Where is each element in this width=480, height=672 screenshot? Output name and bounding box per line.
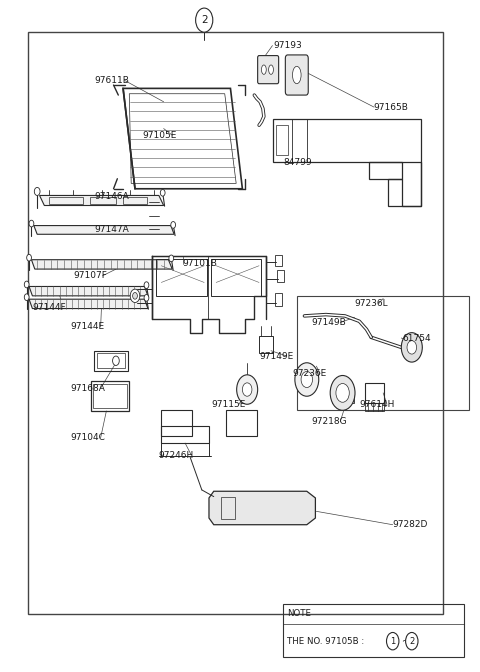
Text: NOTE: NOTE xyxy=(287,609,311,618)
Bar xyxy=(226,410,257,436)
Circle shape xyxy=(407,341,417,354)
Bar xyxy=(123,198,147,204)
Bar xyxy=(283,603,464,657)
Text: 97218G: 97218G xyxy=(312,417,347,426)
Circle shape xyxy=(27,255,32,261)
Circle shape xyxy=(301,372,312,388)
Bar xyxy=(259,336,274,353)
Circle shape xyxy=(171,222,176,228)
Bar xyxy=(297,373,316,386)
Polygon shape xyxy=(39,196,164,206)
Text: 97104C: 97104C xyxy=(71,433,106,442)
Text: 97236E: 97236E xyxy=(292,369,327,378)
Bar xyxy=(90,198,116,204)
Bar xyxy=(49,198,83,204)
Circle shape xyxy=(24,294,29,300)
Text: 97193: 97193 xyxy=(274,41,302,50)
Circle shape xyxy=(336,384,349,403)
Bar xyxy=(97,353,125,368)
Text: 1: 1 xyxy=(390,636,396,646)
Text: 97282D: 97282D xyxy=(393,520,428,530)
Bar xyxy=(161,426,209,443)
Circle shape xyxy=(144,294,149,301)
Circle shape xyxy=(169,255,174,261)
Text: 97168A: 97168A xyxy=(71,384,106,392)
Bar xyxy=(156,259,206,296)
Circle shape xyxy=(130,289,140,302)
Text: 97236L: 97236L xyxy=(355,300,388,308)
Ellipse shape xyxy=(269,65,274,75)
Bar xyxy=(332,393,354,403)
Ellipse shape xyxy=(262,65,266,75)
Text: 97115E: 97115E xyxy=(211,400,246,409)
Bar xyxy=(275,255,282,265)
Ellipse shape xyxy=(292,67,301,84)
Bar xyxy=(95,351,128,371)
Bar xyxy=(211,259,262,296)
FancyBboxPatch shape xyxy=(285,55,308,95)
Circle shape xyxy=(406,632,418,650)
Polygon shape xyxy=(34,226,174,235)
Circle shape xyxy=(160,190,165,196)
Text: 97107F: 97107F xyxy=(73,271,107,280)
Circle shape xyxy=(196,8,213,32)
Bar xyxy=(91,381,129,411)
Circle shape xyxy=(330,376,355,411)
Text: 97611B: 97611B xyxy=(95,76,129,85)
Text: 97614H: 97614H xyxy=(360,400,395,409)
Text: 2: 2 xyxy=(201,15,207,25)
Bar xyxy=(28,32,443,614)
Circle shape xyxy=(24,281,29,288)
Text: 97101B: 97101B xyxy=(183,259,217,268)
Circle shape xyxy=(29,220,34,227)
Circle shape xyxy=(295,363,319,396)
Polygon shape xyxy=(29,299,148,308)
Bar xyxy=(297,296,469,410)
Bar xyxy=(365,383,384,403)
Circle shape xyxy=(113,356,119,366)
Text: 97149B: 97149B xyxy=(312,318,347,327)
Bar xyxy=(365,403,384,411)
Circle shape xyxy=(242,383,252,396)
Polygon shape xyxy=(32,259,172,269)
Circle shape xyxy=(144,282,149,288)
Bar xyxy=(221,497,235,519)
Bar xyxy=(277,270,284,282)
Circle shape xyxy=(132,292,137,299)
Circle shape xyxy=(237,375,258,405)
Polygon shape xyxy=(209,491,315,525)
Circle shape xyxy=(34,187,40,196)
Bar xyxy=(275,292,282,306)
Text: THE NO. 97105B :: THE NO. 97105B : xyxy=(287,636,364,646)
Polygon shape xyxy=(29,286,148,296)
Text: 61754: 61754 xyxy=(402,333,431,343)
Text: 97105E: 97105E xyxy=(142,131,177,140)
Text: 97144E: 97144E xyxy=(71,322,105,331)
Text: 97146A: 97146A xyxy=(95,192,129,201)
Bar xyxy=(94,384,127,408)
Bar xyxy=(276,125,288,155)
Circle shape xyxy=(386,632,399,650)
Circle shape xyxy=(401,333,422,362)
Bar xyxy=(161,410,192,436)
Text: 97149E: 97149E xyxy=(259,351,293,361)
Text: 97147A: 97147A xyxy=(95,225,129,234)
FancyBboxPatch shape xyxy=(258,56,279,84)
Text: ~: ~ xyxy=(401,636,408,646)
Text: 97165B: 97165B xyxy=(373,103,408,112)
Text: 2: 2 xyxy=(409,636,414,646)
Text: 97246H: 97246H xyxy=(159,451,194,460)
Text: 97144F: 97144F xyxy=(33,302,66,312)
Text: 84799: 84799 xyxy=(283,157,312,167)
